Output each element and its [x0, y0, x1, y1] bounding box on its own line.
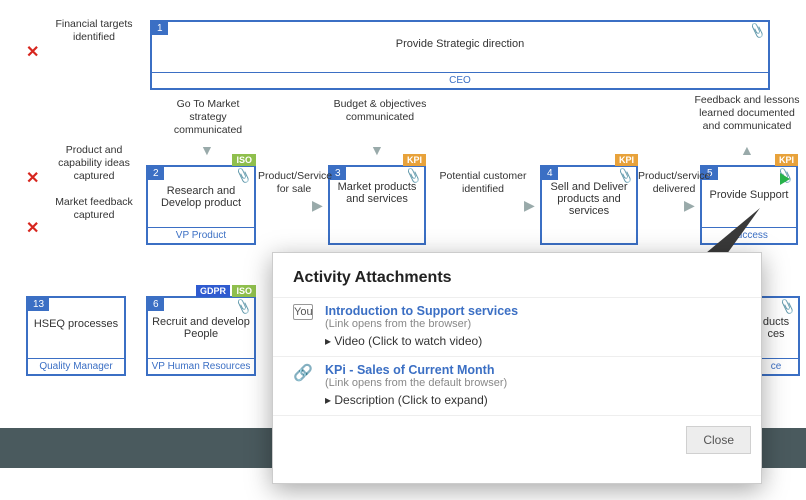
- edge-label: Product and capability ideas captured: [44, 144, 144, 183]
- box-5[interactable]: KPI 5 📎 Provide Support Success: [700, 165, 798, 245]
- arrow-down-icon: ▼: [200, 142, 214, 158]
- attachment-item[interactable]: 🔗 KPi - Sales of Current Month (Link ope…: [273, 356, 761, 415]
- attachment-link[interactable]: Introduction to Support services: [325, 304, 741, 318]
- kpi-tag: KPI: [775, 154, 798, 166]
- edge-label: Market feedback captured: [44, 196, 144, 222]
- edge-label: Financial targets identified: [44, 18, 144, 44]
- arrow-right-icon: ▶: [524, 197, 535, 214]
- edge-label: Product/service delivered: [638, 170, 710, 196]
- box-role: CEO: [152, 72, 768, 88]
- edge-label: Product/Service for sale: [258, 170, 330, 196]
- attachment-sub: (Link opens from the default browser): [325, 377, 741, 389]
- box-3[interactable]: KPI 3 📎 Market products and services: [328, 165, 426, 245]
- iso-tag: ISO: [232, 285, 256, 297]
- kpi-tag: KPI: [615, 154, 638, 166]
- iso-tag: ISO: [232, 154, 256, 166]
- attachment-link[interactable]: KPi - Sales of Current Month: [325, 363, 741, 377]
- edge-label: Potential customer identified: [428, 170, 538, 196]
- cross-icon: ✕: [26, 218, 39, 238]
- attachment-desc[interactable]: ▸ Description (Click to expand): [325, 393, 741, 407]
- box-role: Quality Manager: [28, 358, 124, 374]
- box-number: 6: [148, 298, 164, 311]
- youtube-icon: You: [293, 304, 313, 320]
- box-number: 2: [148, 167, 164, 180]
- box-4[interactable]: KPI 4 📎 Sell and Deliver products and se…: [540, 165, 638, 245]
- box-number: 13: [28, 298, 49, 311]
- edge-label: Budget & objectives communicated: [330, 98, 430, 124]
- box-role: VP Product: [148, 227, 254, 243]
- box-role: VP Human Resources: [148, 358, 254, 374]
- edge-label: Feedback and lessons learned documented …: [692, 94, 802, 133]
- attachment-sub: (Link opens from the browser): [325, 318, 741, 330]
- close-button[interactable]: Close: [686, 426, 751, 454]
- play-icon: [780, 173, 790, 185]
- arrow-up-icon: ▲: [740, 142, 754, 158]
- cross-icon: ✕: [26, 168, 39, 188]
- box-number: 1: [152, 22, 168, 35]
- box-role: Success: [702, 227, 796, 243]
- arrow-right-icon: ▶: [684, 197, 695, 214]
- cross-icon: ✕: [26, 42, 39, 62]
- edge-label: Go To Market strategy communicated: [158, 98, 258, 137]
- box-title: Provide Strategic direction: [152, 22, 768, 54]
- box-13[interactable]: 13 HSEQ processes Quality Manager: [26, 296, 126, 376]
- arrow-down-icon: ▼: [370, 142, 384, 158]
- arrow-right-icon: ▶: [312, 197, 323, 214]
- gdpr-tag: GDPR: [196, 285, 230, 297]
- attachments-modal: Activity Attachments You Introduction to…: [272, 252, 762, 484]
- box-number: 4: [542, 167, 558, 180]
- box-6[interactable]: GDPR ISO 6 📎 Recruit and develop People …: [146, 296, 256, 376]
- box-1[interactable]: 1 📎 Provide Strategic direction CEO: [150, 20, 770, 90]
- attachment-item[interactable]: You Introduction to Support services (Li…: [273, 297, 761, 356]
- link-icon: 🔗: [293, 363, 313, 407]
- attachment-desc[interactable]: ▸ Video (Click to watch video): [325, 334, 741, 348]
- diagram-canvas: 1 📎 Provide Strategic direction CEO ISO …: [0, 0, 806, 500]
- modal-title: Activity Attachments: [273, 253, 761, 297]
- box-number: 3: [330, 167, 346, 180]
- box-2[interactable]: ISO 2 📎 Research and Develop product VP …: [146, 165, 256, 245]
- kpi-tag: KPI: [403, 154, 426, 166]
